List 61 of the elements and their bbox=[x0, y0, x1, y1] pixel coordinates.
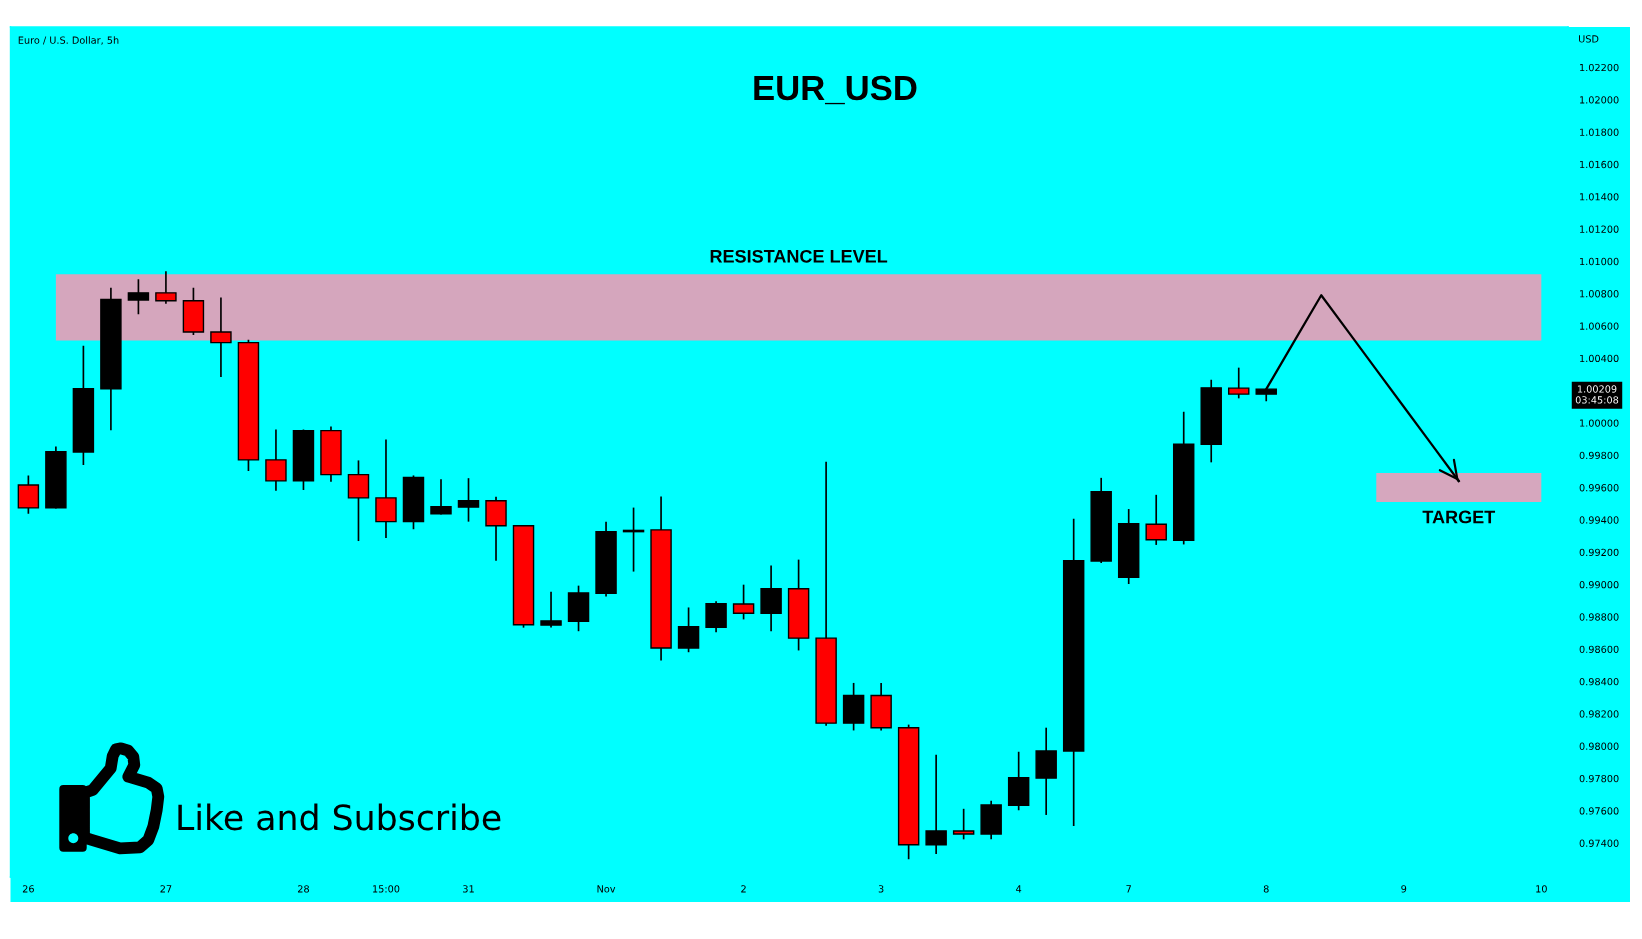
y-tick-label: 0.99200 bbox=[1579, 548, 1619, 557]
x-tick-label: Nov bbox=[597, 885, 616, 893]
y-tick-label: 0.99800 bbox=[1579, 451, 1619, 460]
y-tick-label: 0.98200 bbox=[1579, 710, 1619, 718]
y-tick-label: 0.97800 bbox=[1579, 774, 1619, 783]
candlestick bbox=[1227, 366, 1250, 400]
y-tick-label: 1.01800 bbox=[1580, 128, 1619, 136]
y-tick-label: 1.01000 bbox=[1580, 257, 1619, 266]
candlestick bbox=[732, 583, 755, 621]
annotation: TARGET bbox=[1422, 510, 1496, 524]
y-tick-label: 0.98800 bbox=[1579, 613, 1619, 621]
y-tick-label: 0.99600 bbox=[1579, 484, 1619, 492]
candlestick bbox=[347, 459, 370, 542]
y-tick-label: 0.99000 bbox=[1579, 580, 1619, 589]
candlestick bbox=[705, 600, 727, 634]
y-tick-label: 1.02000 bbox=[1580, 96, 1619, 104]
y-tick-label: 1.00000 bbox=[1580, 419, 1619, 427]
x-tick-label: 4 bbox=[1016, 885, 1022, 893]
text: Euro / U.S. Dollar, 5h bbox=[18, 36, 119, 45]
y-tick-label: 0.97400 bbox=[1579, 839, 1619, 847]
candlestick bbox=[210, 296, 232, 378]
candlestick bbox=[925, 753, 947, 855]
candlestick bbox=[375, 438, 397, 539]
y-tick-label: 0.98000 bbox=[1579, 742, 1619, 750]
y-tick-label: 0.98400 bbox=[1579, 677, 1619, 686]
x-tick-label: 10 bbox=[1536, 885, 1547, 893]
y-tick-label: 1.01200 bbox=[1580, 225, 1619, 233]
candlestick bbox=[155, 270, 177, 305]
x-tick-label: 3 bbox=[878, 885, 884, 893]
x-tick-label: 9 bbox=[1401, 885, 1407, 893]
x-tick-label: 26 bbox=[22, 885, 34, 893]
y-tick-label: 1.01600 bbox=[1580, 160, 1619, 169]
y-tick-label: 0.99400 bbox=[1579, 516, 1619, 524]
annotation: RESISTANCE LEVEL bbox=[710, 249, 888, 263]
y-axis-title: USD bbox=[1579, 35, 1599, 43]
candlestick bbox=[127, 278, 150, 315]
y-tick-label: 1.00400 bbox=[1580, 354, 1619, 363]
candlestick bbox=[952, 807, 975, 841]
candlestick bbox=[17, 474, 40, 515]
x-tick-label: 7 bbox=[1126, 885, 1131, 893]
x-tick-label: 28 bbox=[297, 885, 309, 893]
candlestick bbox=[430, 478, 452, 516]
y-tick-label: 1.01400 bbox=[1580, 193, 1619, 201]
y-tick-label: 1.00800 bbox=[1580, 290, 1619, 298]
text: 1.00209 03:45:08 bbox=[1575, 385, 1619, 404]
y-tick-label: 1.00600 bbox=[1580, 322, 1619, 330]
candlestick bbox=[265, 428, 287, 492]
text: EUR_USD bbox=[754, 75, 917, 105]
x-tick-label: 31 bbox=[463, 885, 474, 893]
x-tick-label: 15:00 bbox=[373, 885, 400, 893]
candlestick bbox=[1145, 493, 1167, 546]
x-tick-label: 2 bbox=[741, 885, 746, 893]
annotation: Like and Subscribe bbox=[178, 803, 501, 831]
y-tick-label: 0.97600 bbox=[1579, 807, 1619, 815]
y-tick-label: 1.02200 bbox=[1580, 63, 1619, 72]
x-tick-label: 8 bbox=[1263, 885, 1269, 893]
y-tick-label: 0.98600 bbox=[1579, 645, 1619, 653]
candlestick bbox=[540, 590, 562, 629]
candlestick bbox=[677, 606, 700, 654]
x-tick-label: 27 bbox=[160, 885, 172, 893]
candlestick bbox=[457, 477, 480, 523]
